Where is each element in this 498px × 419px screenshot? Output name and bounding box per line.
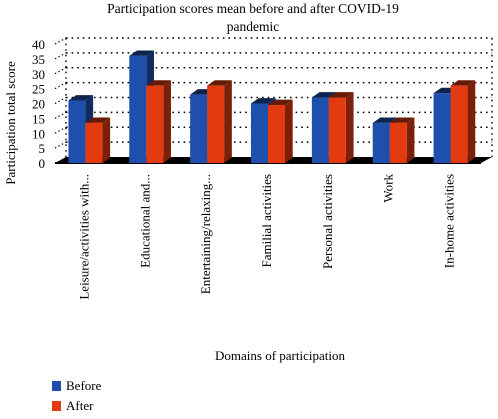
bar-side	[406, 117, 415, 163]
bar-top	[372, 117, 398, 123]
x-tick-label: Work	[381, 174, 396, 203]
side-wall-gridline	[54, 67, 67, 75]
y-tick-label: 0	[39, 156, 46, 171]
side-wall-gridline	[54, 52, 67, 60]
y-tick-label: 35	[32, 52, 45, 67]
x-axis-label: Domains of participation	[215, 348, 345, 363]
x-tick-label: Leisure/activities with...	[76, 174, 91, 300]
side-wall-gridline	[54, 96, 67, 105]
legend-label: Before	[66, 378, 102, 393]
bar	[450, 85, 468, 163]
legend: Before After	[52, 378, 102, 413]
bar	[85, 122, 103, 163]
y-tick-label: 25	[32, 82, 45, 97]
side-wall-gridline	[54, 37, 67, 45]
chart-title-line-1: Participation scores mean before and aft…	[107, 1, 399, 16]
bar	[190, 94, 208, 163]
x-tick-label: Familial activities	[259, 174, 274, 268]
bar-top	[389, 117, 415, 123]
bar	[68, 100, 86, 163]
legend-swatch	[52, 401, 61, 411]
side-wall-gridline	[54, 141, 67, 149]
bar-side	[102, 117, 111, 163]
bar	[389, 122, 407, 163]
y-tick-label: 5	[39, 141, 46, 156]
bar	[129, 55, 147, 163]
bar-top	[311, 92, 337, 98]
x-tick-label: Educational and...	[137, 174, 152, 268]
side-wall-gridline	[54, 111, 67, 119]
bar-top	[85, 117, 111, 123]
y-tick-label: 20	[32, 97, 45, 112]
side-wall-gridline	[54, 126, 67, 134]
bar	[372, 122, 390, 163]
x-tick-label: Personal activities	[320, 174, 335, 269]
y-tick-label: 40	[32, 37, 45, 52]
y-tick-label: 30	[32, 67, 45, 82]
bar-top	[68, 95, 94, 101]
bar-side	[224, 80, 232, 163]
bar	[146, 85, 164, 163]
legend-swatch	[52, 381, 61, 391]
bar-side	[345, 92, 354, 163]
bar-top	[251, 98, 276, 104]
bar	[251, 103, 268, 163]
bar-side	[467, 80, 476, 163]
y-tick-label: 10	[32, 126, 45, 141]
x-tick-label: Entertaining/relaxing...	[198, 174, 213, 294]
bar-top	[450, 80, 476, 86]
legend-label: After	[66, 398, 94, 413]
y-axis-label: Participation total score	[3, 61, 18, 185]
bar-side	[285, 99, 293, 163]
bar	[328, 97, 346, 163]
bar-top	[207, 80, 232, 86]
x-tick-label: In-home activities	[442, 174, 457, 268]
bars	[68, 50, 476, 163]
bar	[311, 97, 329, 163]
side-wall-gridline	[54, 82, 67, 90]
y-tick-label: 15	[32, 111, 45, 126]
bar	[268, 104, 285, 163]
bar-top	[129, 50, 154, 56]
bar-top	[328, 92, 354, 98]
x-axis-ticks: Leisure/activities with... Educational an…	[76, 174, 456, 300]
bar	[207, 85, 225, 163]
bar-side	[163, 80, 171, 163]
chart-title-line-2: pandemic	[227, 19, 279, 34]
bar-top	[146, 80, 171, 86]
bar-top	[268, 99, 293, 105]
bar	[433, 93, 451, 163]
